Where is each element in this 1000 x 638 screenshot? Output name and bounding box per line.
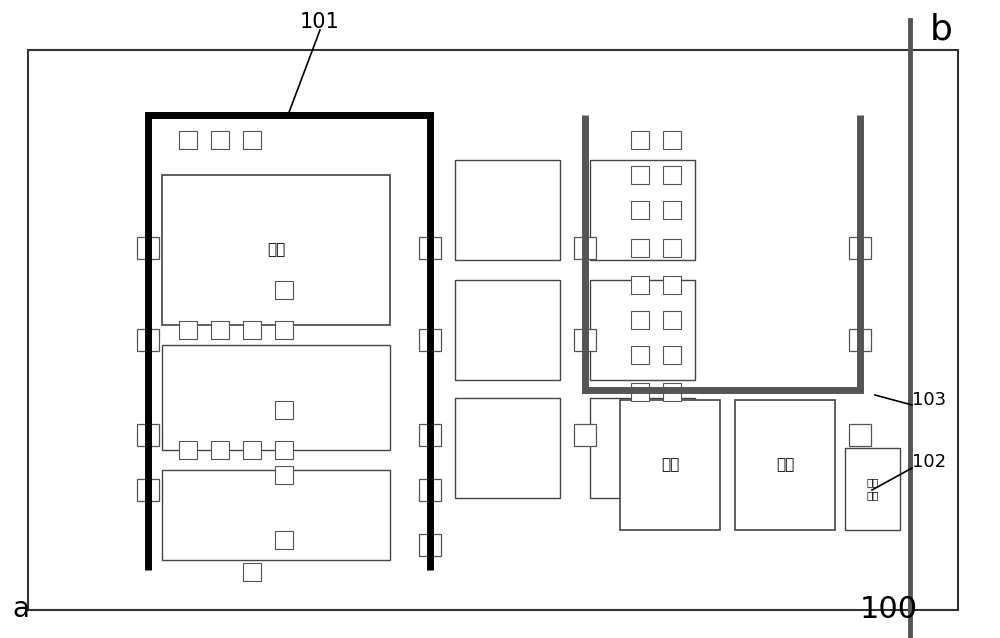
Text: 硬宏: 硬宏 — [661, 457, 679, 473]
Bar — [275, 466, 293, 484]
Bar — [849, 329, 871, 351]
Bar — [211, 321, 229, 339]
Bar — [574, 424, 596, 446]
Bar — [455, 280, 560, 380]
Bar — [574, 329, 596, 351]
Bar — [419, 534, 441, 556]
Bar — [620, 400, 720, 530]
Bar — [243, 441, 261, 459]
Bar — [455, 160, 560, 260]
Text: 103: 103 — [912, 391, 946, 409]
Bar — [275, 281, 293, 299]
Bar — [735, 400, 835, 530]
Text: 100: 100 — [860, 595, 918, 624]
Bar — [663, 166, 681, 184]
Bar — [179, 321, 197, 339]
Text: 开关
单元: 开关 单元 — [866, 477, 879, 501]
Bar — [845, 448, 900, 530]
Bar — [590, 280, 695, 380]
Bar — [137, 329, 159, 351]
Bar — [663, 239, 681, 257]
Text: 101: 101 — [300, 12, 340, 32]
Bar — [663, 201, 681, 219]
Bar — [243, 563, 261, 581]
Bar — [631, 201, 649, 219]
Bar — [162, 175, 390, 325]
Bar — [631, 131, 649, 149]
Bar — [590, 398, 695, 498]
Bar — [631, 383, 649, 401]
Text: b: b — [930, 12, 953, 46]
Bar — [275, 531, 293, 549]
Text: a: a — [12, 595, 29, 623]
Bar — [243, 321, 261, 339]
Bar — [275, 401, 293, 419]
Bar — [162, 345, 390, 450]
Bar — [137, 424, 159, 446]
Bar — [179, 441, 197, 459]
Bar — [243, 131, 261, 149]
Bar — [455, 398, 560, 498]
Bar — [179, 131, 197, 149]
Bar — [663, 346, 681, 364]
Bar — [631, 276, 649, 294]
Bar — [211, 441, 229, 459]
Text: 硬宏: 硬宏 — [776, 457, 794, 473]
Bar — [663, 311, 681, 329]
Bar — [663, 383, 681, 401]
Bar — [275, 441, 293, 459]
Bar — [849, 424, 871, 446]
Bar — [849, 237, 871, 259]
Bar — [419, 237, 441, 259]
Bar — [28, 50, 958, 610]
Text: 102: 102 — [912, 453, 946, 471]
Bar — [137, 237, 159, 259]
Bar — [419, 329, 441, 351]
Bar — [419, 424, 441, 446]
Bar — [663, 276, 681, 294]
Bar — [590, 160, 695, 260]
Bar — [631, 346, 649, 364]
Bar — [631, 311, 649, 329]
Bar — [419, 479, 441, 501]
Bar — [137, 479, 159, 501]
Text: 硬宏: 硬宏 — [267, 242, 285, 258]
Bar — [631, 166, 649, 184]
Bar — [574, 237, 596, 259]
Bar — [162, 470, 390, 560]
Bar — [211, 131, 229, 149]
Bar — [631, 239, 649, 257]
Bar — [275, 321, 293, 339]
Bar — [663, 131, 681, 149]
